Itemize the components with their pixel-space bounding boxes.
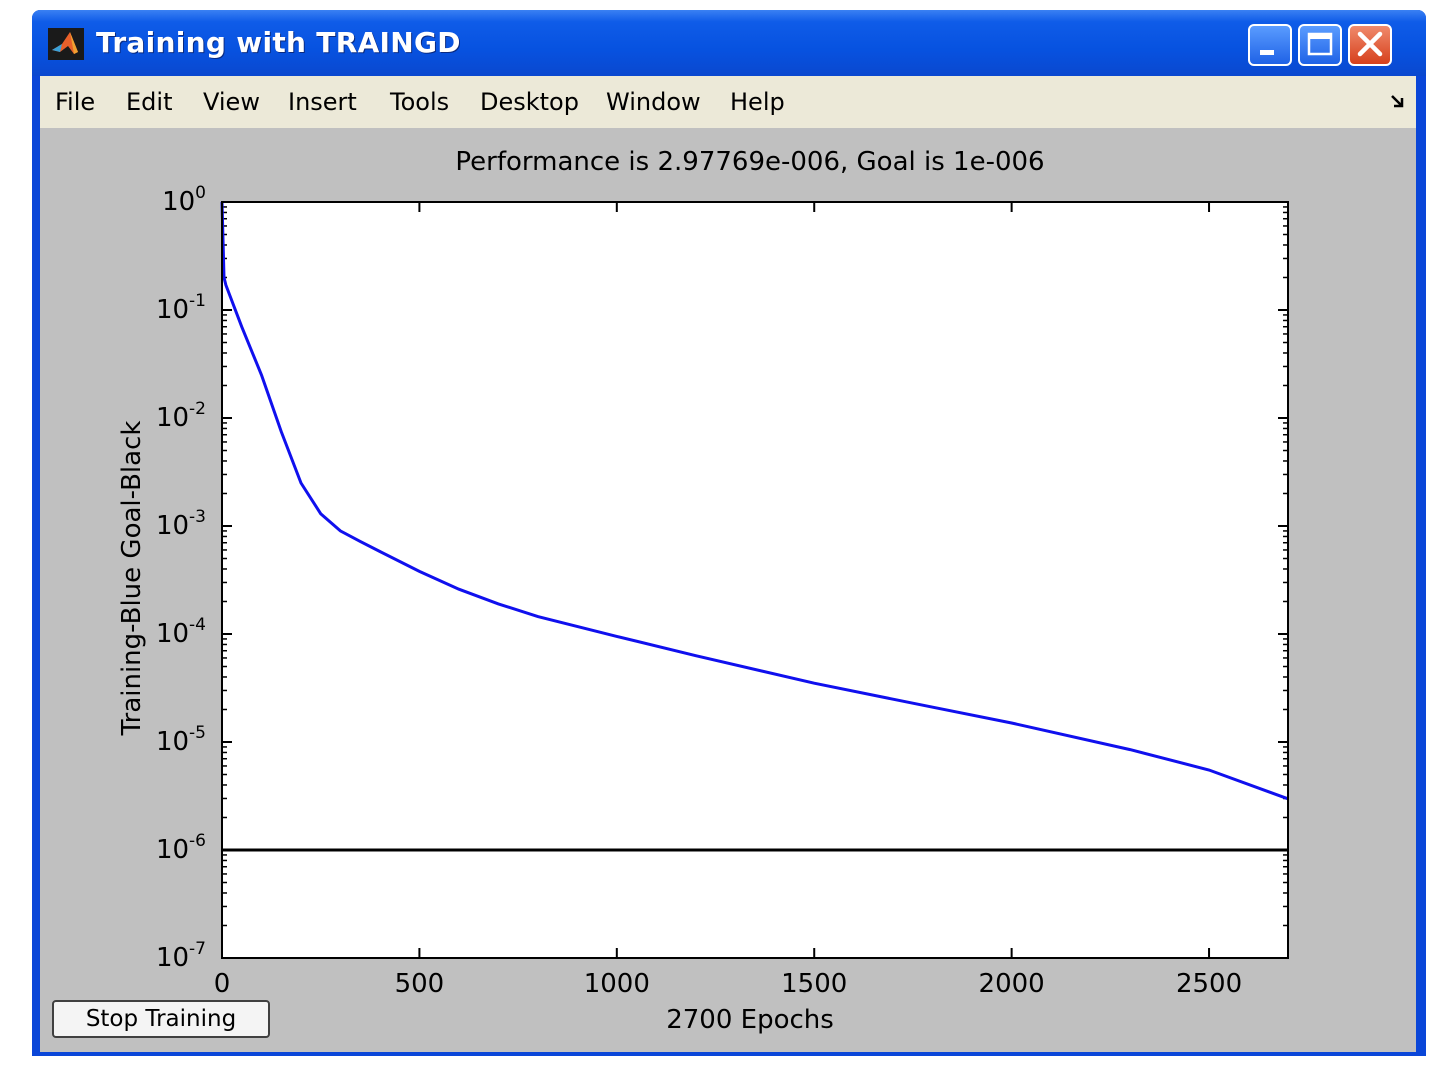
chart-title: Performance is 2.97769e-006, Goal is 1e-… [455,147,1044,177]
y-tick-label: 10-7 [156,939,206,973]
axes-background [222,202,1288,958]
minimize-icon [1260,50,1274,55]
x-tick-label: 1500 [781,969,847,999]
y-tick-label: 10-3 [156,507,206,541]
maximize-button[interactable] [1298,24,1342,66]
menu-help[interactable]: Help [730,88,785,116]
matlab-logo-icon [48,28,84,60]
title-bar[interactable]: Training with TRAINGD [32,10,1426,76]
menu-window[interactable]: Window [606,88,701,116]
x-tick-label: 0 [214,969,231,999]
dock-arrow-icon[interactable] [1390,92,1408,110]
y-tick-label: 10-6 [156,831,206,865]
x-tick-label: 2000 [979,969,1045,999]
close-icon [1357,31,1383,57]
menu-desktop[interactable]: Desktop [480,88,579,116]
x-tick-label: 1000 [584,969,650,999]
stop-training-button[interactable]: Stop Training [52,1000,270,1038]
y-tick-label: 100 [162,183,206,217]
menu-file[interactable]: File [55,88,96,116]
x-tick-label: 2500 [1176,969,1242,999]
minimize-button[interactable] [1248,24,1292,66]
x-axis-label: 2700 Epochs [666,1005,834,1035]
figure-area: 0 500 1000 1500 2000 2500 100 10-1 10-2 10-3 10-4… [40,128,1416,1052]
performance-chart: 0 500 1000 1500 2000 2500 100 10-1 10-2 10-3 10-4… [117,147,1289,1035]
training-window: Training with TRAINGD File Edit View Ins… [32,10,1426,1056]
y-tick-labels: 100 10-1 10-2 10-3 10-4 10-5 10-6 10-7 [156,183,206,973]
window-title: Training with TRAINGD [96,26,461,59]
maximize-icon [1307,32,1333,56]
y-tick-label: 10-4 [156,615,206,649]
menu-insert[interactable]: Insert [288,88,357,116]
x-tick-label: 500 [395,969,445,999]
menu-edit[interactable]: Edit [126,88,173,116]
y-axis-label: Training-Blue Goal-Black [117,421,147,737]
menu-tools[interactable]: Tools [390,88,450,116]
y-tick-label: 10-2 [156,399,206,433]
menu-bar: File Edit View Insert Tools Desktop Wind… [40,76,1416,128]
axes-frame [221,201,1289,959]
x-tick-labels: 0 500 1000 1500 2000 2500 [214,969,1242,999]
training-series-line [220,201,1289,801]
y-tick-label: 10-5 [156,723,206,757]
close-button[interactable] [1348,24,1392,66]
menu-view[interactable]: View [203,88,260,116]
y-tick-label: 10-1 [156,291,206,325]
